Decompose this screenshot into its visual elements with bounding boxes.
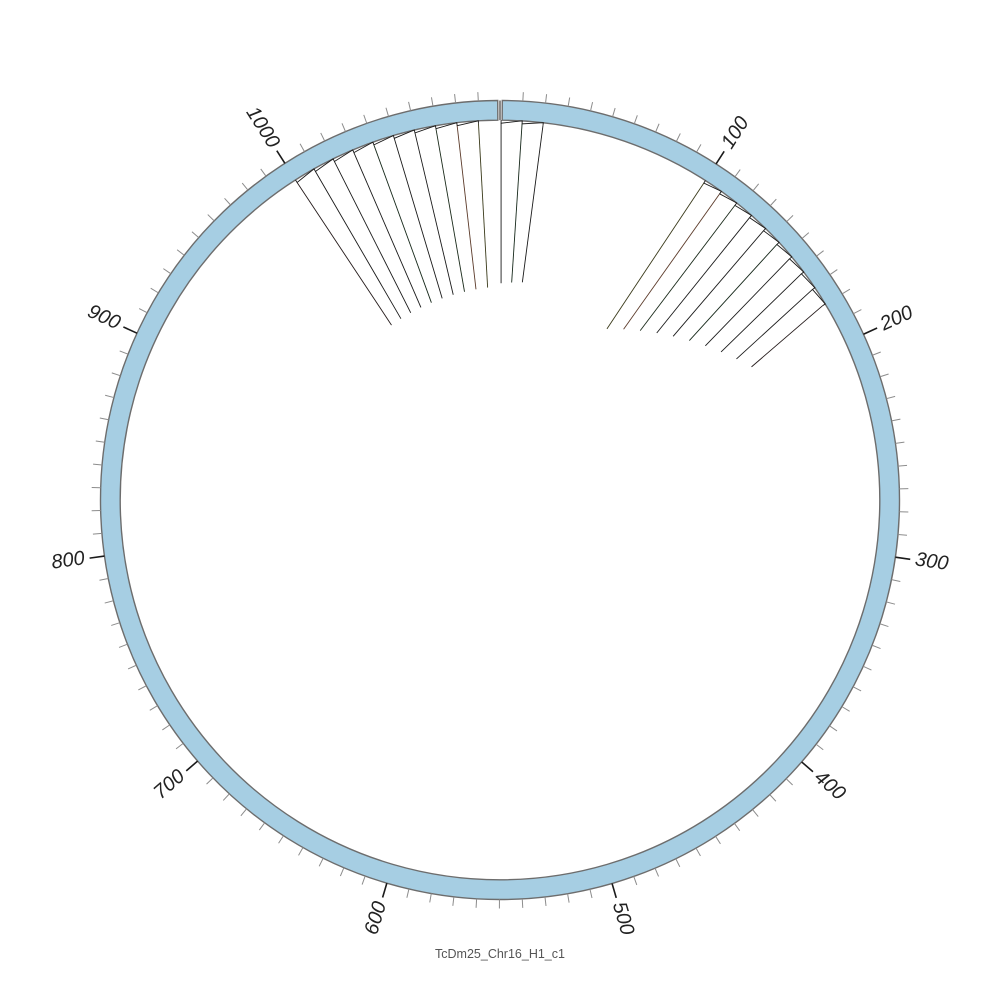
svg-text:TcDm25_Chr16_H1_c1: TcDm25_Chr16_H1_c1	[435, 947, 565, 961]
svg-text:800: 800	[50, 547, 86, 573]
svg-text:300: 300	[914, 548, 950, 575]
